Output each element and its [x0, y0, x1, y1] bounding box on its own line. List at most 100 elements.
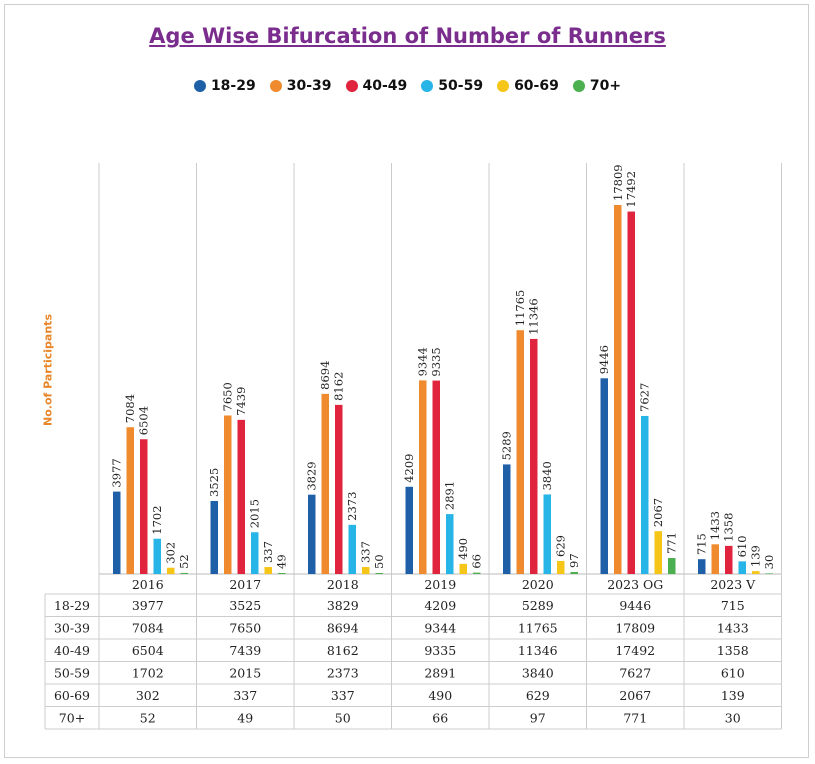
table-cell: 1702 — [132, 666, 164, 681]
bar-2023-OG-70plus — [668, 558, 676, 574]
table-cell: 610 — [721, 666, 745, 681]
data-label: 629 — [554, 535, 568, 557]
table-cell: 17809 — [615, 621, 655, 636]
table-cell: 1358 — [717, 643, 749, 658]
table-cell: 1433 — [717, 621, 749, 636]
bar-2023-V-70plus — [765, 573, 773, 574]
bar-2018-30-39 — [321, 393, 329, 574]
data-label: 11346 — [527, 298, 541, 335]
table-cell: 5289 — [522, 598, 554, 613]
data-label: 11765 — [513, 290, 527, 327]
bar-2017-70plus — [278, 572, 286, 574]
data-label: 4209 — [402, 454, 416, 483]
table-cell: 2891 — [424, 666, 456, 681]
bar-2019-70plus — [473, 572, 481, 574]
table-row-label: 60-69 — [54, 688, 90, 703]
data-label: 3840 — [540, 461, 554, 490]
legend-marker — [421, 80, 434, 92]
table-cell: 302 — [136, 688, 160, 703]
chart-frame — [4, 4, 809, 758]
data-label: 7439 — [234, 387, 248, 416]
data-label: 9335 — [429, 347, 443, 376]
bar-2019-60-69 — [459, 563, 467, 574]
bar-2023-OG-50-59 — [641, 415, 649, 574]
table-cell: 9446 — [619, 598, 651, 613]
bar-2018-60-69 — [362, 567, 370, 574]
table-cell: 715 — [721, 598, 745, 613]
bar-2017-18-29 — [210, 500, 218, 574]
legend-item-40-49: 40-49 — [345, 78, 407, 94]
bar-2023-OG-30-39 — [614, 205, 622, 574]
data-label: 715 — [695, 533, 709, 555]
legend-label: 18-29 — [210, 78, 256, 94]
data-label: 7650 — [221, 382, 235, 411]
data-label: 3829 — [305, 461, 319, 490]
table-cell: 7439 — [229, 643, 261, 658]
bar-2016-18-29 — [113, 491, 121, 574]
bar-2023-OG-18-29 — [600, 378, 608, 574]
bar-2019-18-29 — [405, 486, 413, 574]
bar-2023-V-60-69 — [752, 571, 760, 574]
data-label: 8162 — [332, 372, 346, 401]
legend-item-70plus: 70+ — [572, 78, 622, 94]
data-label: 6504 — [137, 406, 151, 435]
data-label: 5289 — [500, 431, 514, 460]
data-label: 1702 — [150, 505, 164, 534]
legend-label: 70+ — [589, 78, 622, 94]
legend-marker — [193, 80, 206, 92]
bar-2023-OG-60-69 — [654, 531, 662, 574]
bar-2020-60-69 — [557, 560, 565, 574]
table-row-label: 18-29 — [54, 598, 90, 613]
table-cell: 11765 — [518, 621, 558, 636]
data-label: 50 — [372, 554, 386, 569]
table-cell: 52 — [140, 711, 156, 726]
bar-2018-70plus — [375, 572, 383, 574]
data-label: 1358 — [722, 513, 736, 542]
table-cell: 2373 — [327, 666, 359, 681]
legend-item-18-29: 18-29 — [193, 78, 256, 94]
table-row-label: 30-39 — [54, 621, 90, 636]
data-label: 3977 — [110, 458, 124, 487]
legend-marker — [269, 80, 282, 92]
x-tick-label: 2020 — [522, 577, 554, 592]
table-row-label: 40-49 — [54, 643, 90, 658]
x-tick-label: 2019 — [424, 577, 456, 592]
data-label: 7627 — [638, 383, 652, 412]
x-tick-label: 2016 — [132, 577, 164, 592]
x-tick-label: 2023 V — [710, 577, 756, 592]
bar-2016-40-49 — [140, 439, 148, 574]
table-cell: 7650 — [229, 621, 261, 636]
table-cell: 66 — [432, 711, 448, 726]
bar-2016-30-39 — [126, 427, 134, 574]
table-cell: 9335 — [424, 643, 456, 658]
data-label: 2067 — [651, 498, 665, 527]
data-label: 139 — [749, 545, 763, 567]
table-row-label: 50-59 — [54, 666, 90, 681]
table-cell: 3525 — [229, 598, 261, 613]
data-label: 30 — [762, 555, 776, 570]
data-label: 3525 — [207, 468, 221, 497]
table-cell: 11346 — [518, 643, 558, 658]
table-cell: 337 — [233, 688, 257, 703]
table-cell: 771 — [623, 711, 647, 726]
bar-2020-18-29 — [503, 464, 511, 574]
table-cell: 629 — [526, 688, 550, 703]
bar-2017-60-69 — [264, 567, 272, 574]
bar-2019-30-39 — [419, 380, 427, 574]
legend-item-60-69: 60-69 — [497, 78, 559, 94]
data-label: 17492 — [624, 171, 638, 208]
table-cell: 6504 — [132, 643, 164, 658]
table-cell: 337 — [331, 688, 355, 703]
bar-2017-40-49 — [237, 419, 245, 574]
legend-marker — [572, 80, 585, 92]
data-label: 610 — [735, 535, 749, 557]
table-cell: 7627 — [619, 666, 651, 681]
data-label: 8694 — [318, 361, 332, 390]
data-label: 9446 — [597, 345, 611, 374]
data-label: 337 — [359, 541, 373, 563]
x-tick-label: 2023 OG — [607, 577, 663, 592]
data-label: 337 — [261, 541, 275, 563]
data-label: 2891 — [443, 481, 457, 510]
table-cell: 30 — [725, 711, 741, 726]
bar-2019-40-49 — [432, 380, 440, 574]
